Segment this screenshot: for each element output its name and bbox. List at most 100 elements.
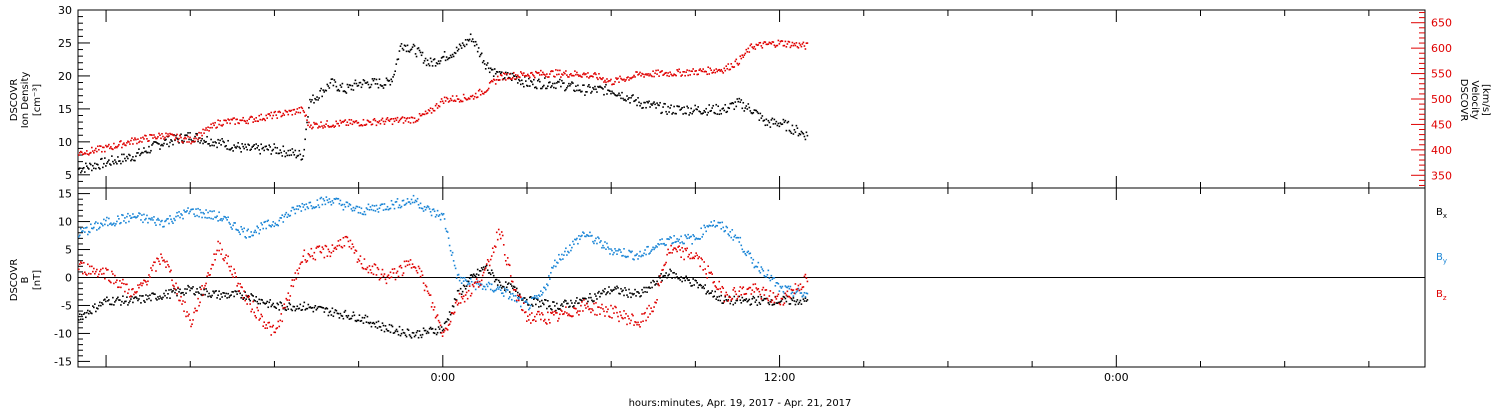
bx-point	[511, 287, 514, 290]
by-point	[185, 211, 187, 213]
bz-point	[404, 265, 407, 268]
bx-point	[356, 319, 359, 322]
by-point	[562, 258, 564, 260]
density-point	[708, 104, 711, 106]
density-point	[147, 151, 149, 154]
bz-point	[380, 273, 383, 276]
velocity-point	[304, 115, 306, 117]
by-point	[198, 215, 200, 218]
density-point	[791, 124, 794, 127]
by-point	[491, 289, 494, 292]
velocity-point	[610, 78, 612, 81]
velocity-point	[555, 69, 557, 71]
density-point	[223, 141, 225, 144]
density-point	[613, 92, 615, 95]
by-point	[682, 242, 684, 245]
bz-point	[196, 309, 198, 312]
by-point	[363, 210, 366, 213]
density-point	[661, 111, 663, 114]
velocity-point	[158, 132, 160, 135]
by-point	[719, 221, 722, 224]
bz-point	[804, 273, 807, 276]
bx-point	[714, 290, 717, 293]
velocity-point	[117, 145, 119, 148]
by-point	[304, 208, 307, 211]
bz-point	[469, 294, 472, 297]
bx-point	[720, 294, 723, 297]
density-point	[520, 79, 523, 82]
bx-point	[152, 292, 154, 294]
density-point	[156, 142, 158, 144]
by-point	[252, 234, 254, 237]
bz-point	[217, 240, 219, 243]
density-point	[154, 141, 156, 143]
bz-point	[629, 322, 631, 325]
bz-point	[566, 312, 568, 314]
bz-point	[710, 271, 713, 274]
by-point	[557, 262, 559, 264]
by-point	[308, 201, 311, 204]
bz-point	[547, 311, 549, 314]
bz-point	[521, 309, 524, 312]
density-point	[308, 106, 310, 109]
by-point	[636, 253, 638, 255]
density-point	[186, 134, 188, 137]
by-point	[619, 249, 621, 251]
by-point	[119, 222, 121, 225]
velocity-point	[260, 113, 263, 116]
bx-point	[130, 298, 132, 300]
velocity-point	[597, 78, 599, 81]
bx-point	[533, 298, 535, 300]
density-point	[443, 51, 446, 53]
velocity-point	[191, 141, 193, 143]
velocity-point	[325, 123, 327, 125]
bz-point	[335, 248, 338, 251]
velocity-point	[101, 150, 103, 153]
velocity-point	[518, 76, 521, 79]
density-point	[459, 44, 462, 47]
density-point	[665, 110, 667, 113]
bz-point	[401, 274, 404, 277]
velocity-point	[637, 74, 639, 76]
density-point	[210, 138, 212, 141]
bz-point	[678, 245, 680, 247]
by-point	[85, 227, 87, 229]
bz-point	[403, 260, 406, 263]
density-point	[445, 56, 448, 58]
bx-point	[118, 299, 120, 301]
bx-point	[144, 301, 146, 303]
velocity-point	[540, 69, 542, 72]
by-point	[788, 287, 791, 290]
bx-point	[241, 294, 243, 297]
density-point	[321, 95, 323, 98]
bx-point	[738, 295, 741, 298]
bz-point	[763, 294, 766, 296]
bx-point	[605, 293, 607, 296]
bottom-left-tick-label: 0	[65, 272, 72, 285]
velocity-point	[457, 98, 460, 101]
density-point	[534, 86, 536, 89]
bx-point	[80, 318, 82, 321]
velocity-point	[491, 80, 494, 83]
bz-point	[231, 273, 233, 276]
bx-point	[698, 284, 700, 286]
velocity-point	[358, 124, 361, 127]
density-point	[322, 89, 324, 91]
bz-point	[626, 323, 628, 326]
density-point	[540, 87, 542, 90]
bz-point	[286, 299, 289, 301]
by-point	[136, 216, 138, 218]
bx-point	[114, 301, 116, 303]
density-point	[408, 51, 411, 53]
density-point	[486, 62, 489, 64]
velocity-point	[425, 112, 428, 115]
bx-point	[291, 309, 294, 312]
velocity-point	[287, 113, 290, 116]
by-point	[525, 301, 528, 303]
bx-point	[491, 272, 494, 274]
bx-point	[595, 295, 597, 297]
by-point	[449, 249, 452, 252]
by-point	[661, 238, 663, 240]
bz-point	[155, 270, 157, 272]
by-point	[692, 234, 694, 236]
